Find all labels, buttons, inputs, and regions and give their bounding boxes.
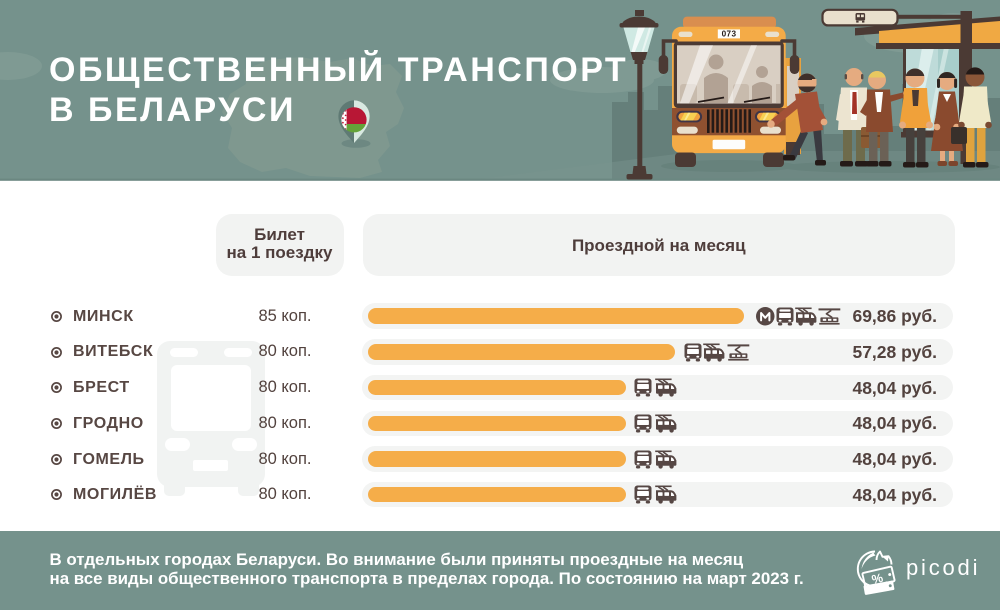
svg-text:073: 073 (722, 30, 737, 39)
